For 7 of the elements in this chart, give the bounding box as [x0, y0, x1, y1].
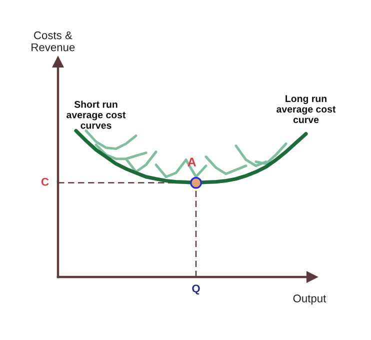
text: Long run average cost curve — [276, 95, 336, 124]
text: Costs & Revenue — [32, 31, 75, 52]
text: Q — [192, 284, 200, 295]
ref-line-label: C — [41, 178, 49, 186]
annotation: A — [188, 158, 196, 166]
x-axis-title: Output — [293, 294, 326, 305]
text: Short run average cost curves — [66, 100, 126, 129]
